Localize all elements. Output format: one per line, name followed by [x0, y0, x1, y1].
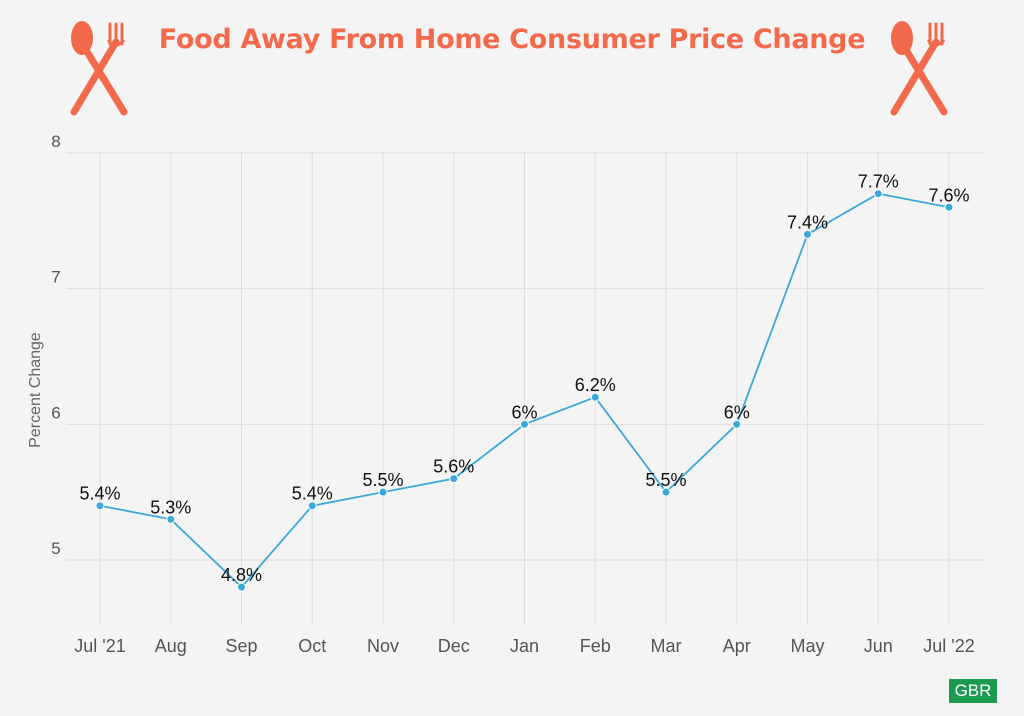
y-axis-label: Percent Change — [27, 332, 44, 448]
x-tick-label: Aug — [155, 636, 187, 656]
data-label: 5.4% — [292, 484, 333, 504]
fork-and-spoon-icon — [70, 21, 128, 116]
data-label: 4.8% — [221, 565, 262, 585]
x-tick-label: Sep — [225, 636, 257, 656]
x-tick-label: Oct — [298, 636, 326, 656]
data-points — [95, 189, 954, 592]
fork-and-spoon-icon — [890, 21, 948, 116]
chart-title: Food Away From Home Consumer Price Chang… — [158, 24, 866, 55]
data-point — [166, 514, 176, 524]
x-tick-label: Jun — [864, 636, 893, 656]
data-point — [520, 419, 529, 429]
data-point — [732, 419, 742, 429]
data-label: 5.6% — [433, 457, 474, 477]
data-label: 7.7% — [858, 172, 899, 192]
data-point — [378, 487, 388, 497]
y-tick-label: 6 — [51, 403, 60, 422]
data-point — [944, 202, 954, 212]
x-tick-label: Mar — [651, 636, 682, 656]
data-label: 7.6% — [928, 185, 969, 205]
data-point — [449, 474, 459, 484]
data-labels: 5.4% 5.3% 4.8% 5.4% 5.5% 5.6% 6% 6.2% 5.5% 6% 7.4%… — [79, 172, 969, 585]
x-tick-label: Jan — [510, 636, 539, 656]
y-tick-label: 5 — [51, 539, 60, 558]
x-tick-label: Dec — [438, 636, 470, 656]
x-tick-label: Jul '22 — [923, 636, 974, 656]
x-tick-label: Jul '21 — [74, 636, 125, 656]
brand-badge: GBR — [949, 679, 997, 703]
x-tick-label: May — [790, 636, 824, 656]
x-tick-label: Feb — [580, 636, 611, 656]
data-label: 5.5% — [645, 470, 686, 490]
data-label: 7.4% — [787, 212, 828, 232]
grid-lines — [66, 152, 985, 625]
x-axis-ticks: Jul '21 Aug Sep Oct Nov Dec Jan Feb Mar Apr May Jun… — [74, 636, 974, 656]
data-label: 5.4% — [79, 484, 120, 504]
data-point — [661, 487, 671, 497]
data-point — [307, 501, 317, 511]
data-point — [590, 392, 600, 402]
y-tick-label: 7 — [51, 268, 60, 287]
data-point — [95, 501, 105, 511]
data-point — [803, 229, 812, 239]
x-tick-label: Apr — [723, 636, 751, 656]
data-label: 5.3% — [150, 497, 191, 517]
data-point — [237, 582, 246, 592]
data-label: 6% — [511, 402, 537, 422]
data-point — [873, 189, 883, 199]
y-axis-ticks: 5 6 7 8 — [51, 132, 60, 558]
data-label: 6% — [724, 402, 750, 422]
x-tick-label: Nov — [367, 636, 399, 656]
y-tick-label: 8 — [51, 132, 60, 151]
data-label: 6.2% — [575, 375, 616, 395]
data-label: 5.5% — [362, 470, 403, 490]
